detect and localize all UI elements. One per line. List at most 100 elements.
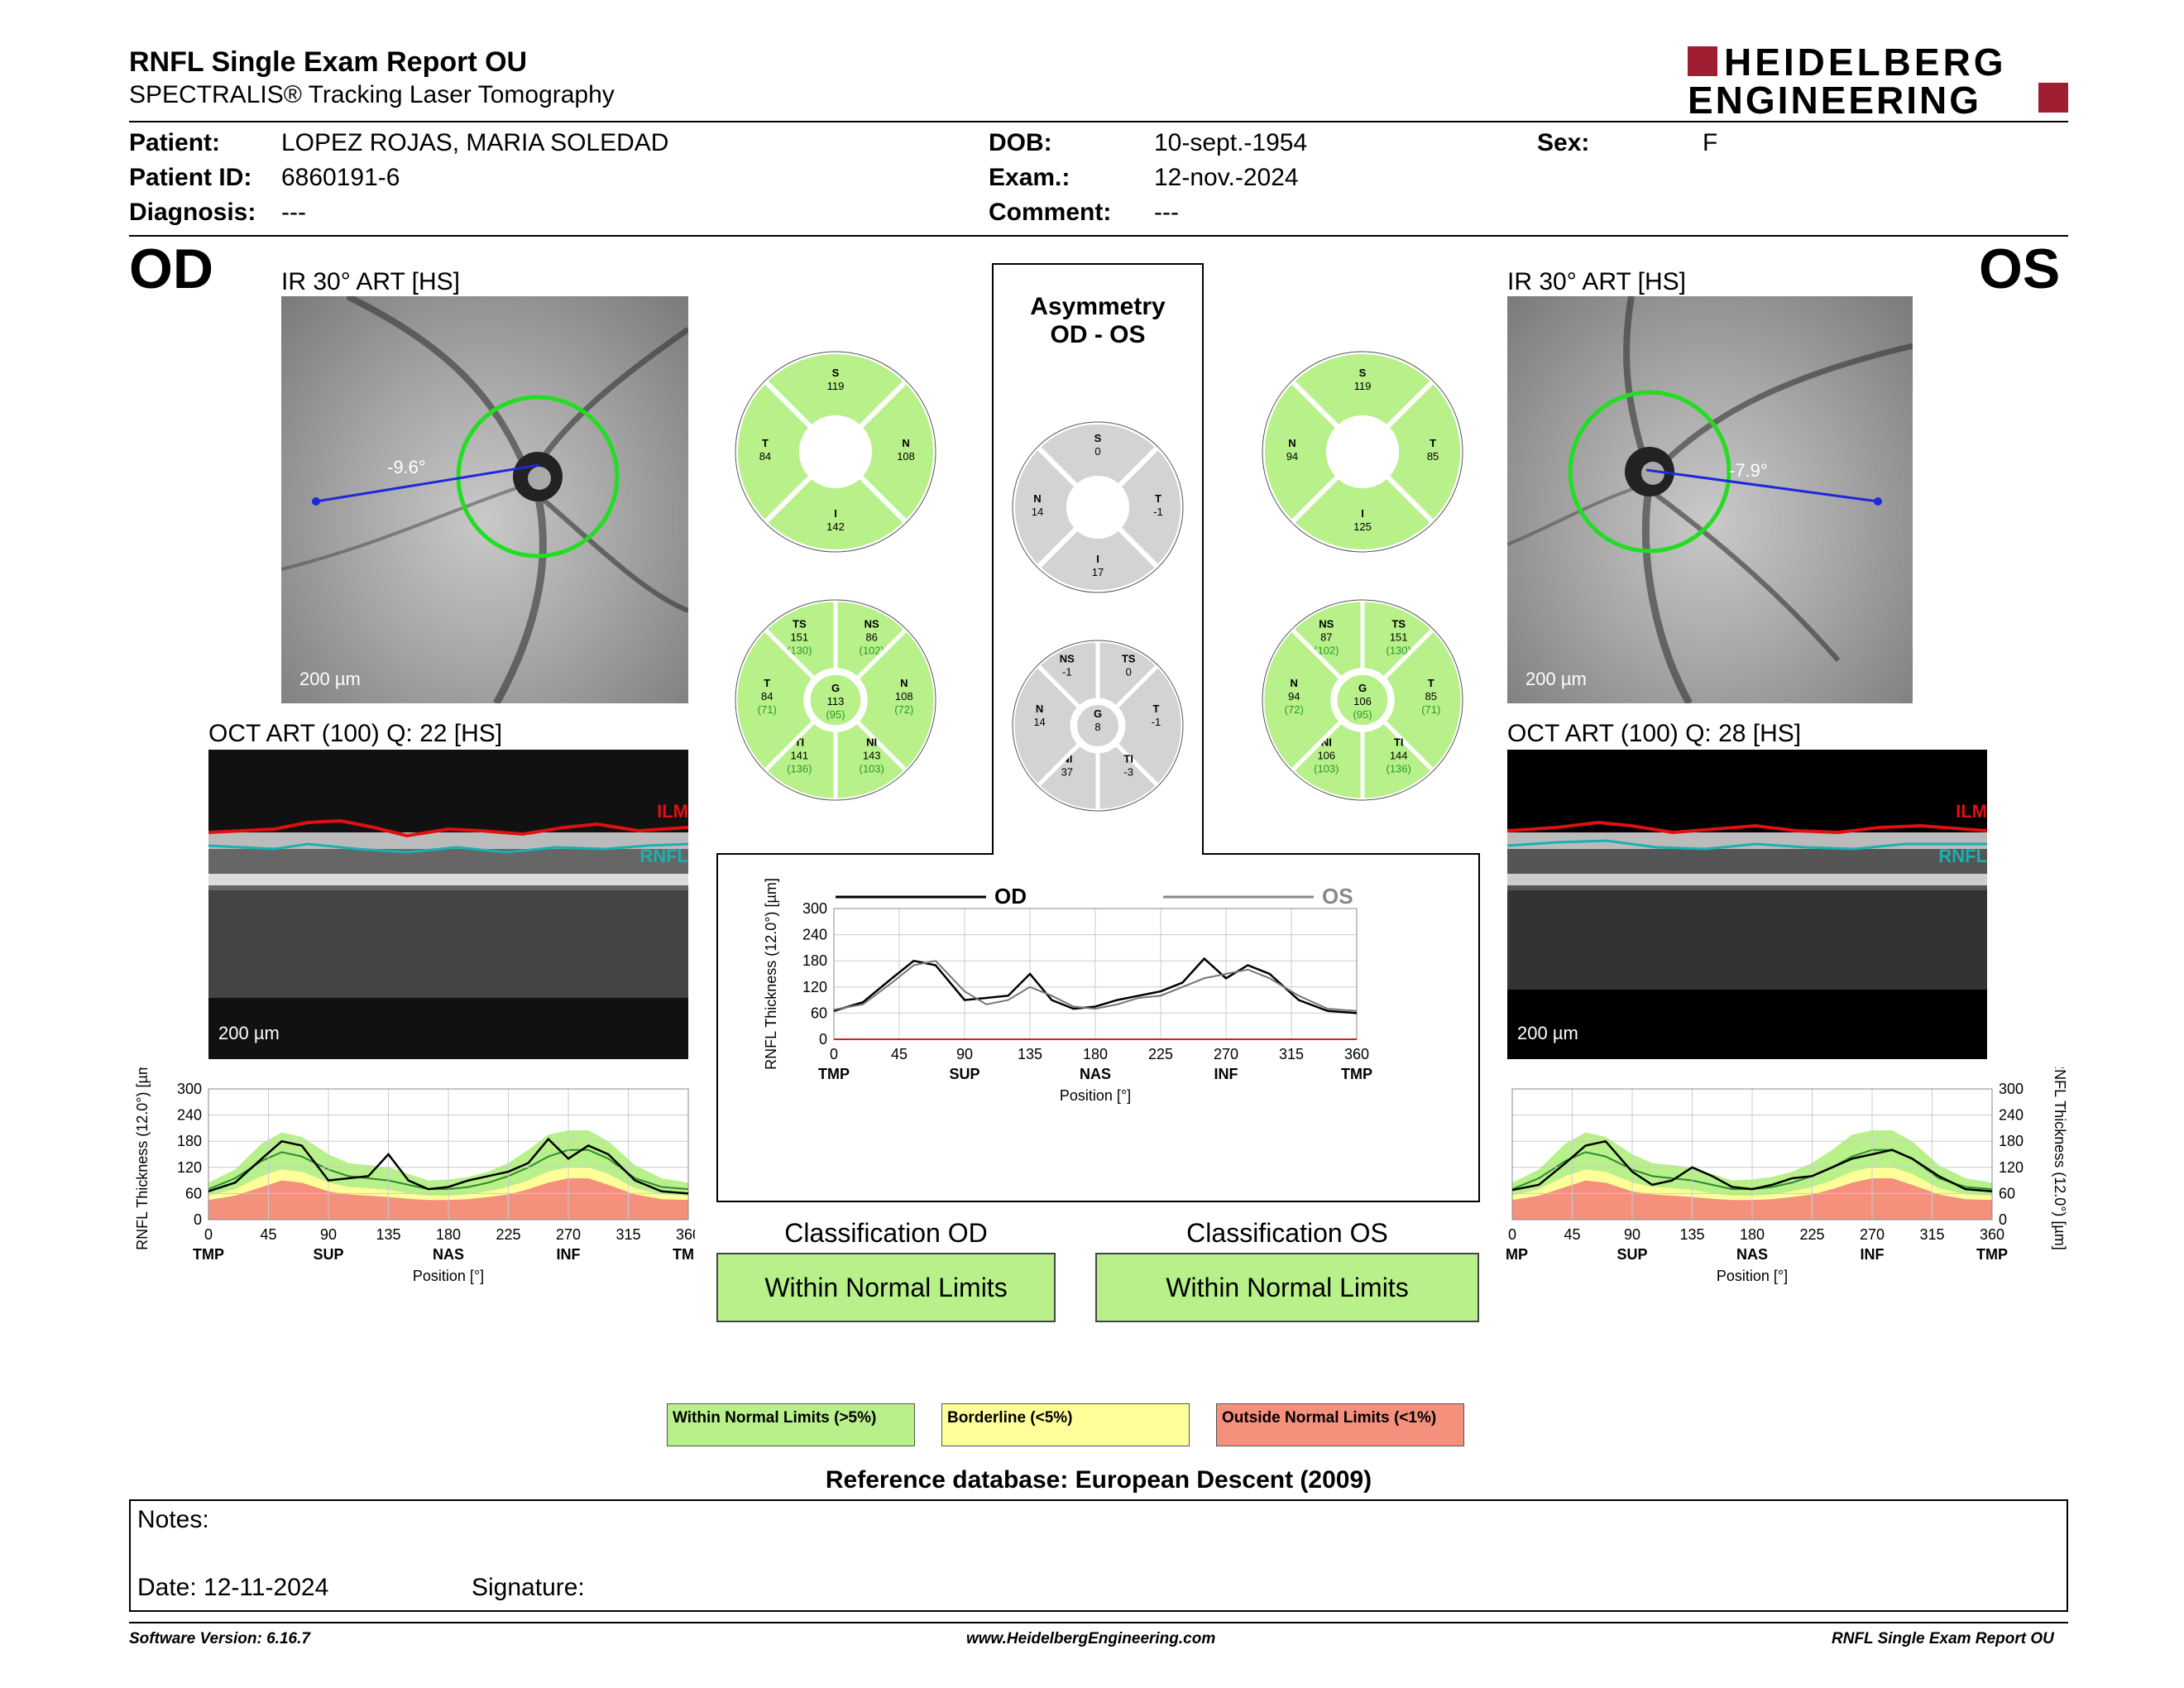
x-tick-label: 135	[1018, 1046, 1042, 1062]
sector-label-ts: TS	[1122, 652, 1136, 664]
sector-norm-n: (72)	[894, 703, 913, 716]
asymmetry-panel-frame	[716, 263, 1480, 1202]
sector-label-n: N	[900, 677, 908, 689]
sector-label-t: T	[1430, 437, 1436, 449]
heidelberg-logo: HEIDELBERG ENGINEERING	[1688, 41, 2068, 122]
notes-label: Notes:	[137, 1506, 209, 1533]
sector-label-i: I	[1361, 507, 1364, 520]
sector-value-n: 108	[895, 690, 913, 703]
sector-norm-t: (71)	[758, 703, 777, 716]
sector-g	[1334, 671, 1391, 729]
sector-label-ti: TI	[1394, 736, 1404, 748]
sector-value-s: 0	[1094, 445, 1100, 458]
od-ilm-label: ILM	[657, 801, 688, 822]
sector-norm-n: (72)	[1285, 703, 1304, 716]
region-label: TMP	[1976, 1246, 2008, 1263]
legend-wnl: Within Normal Limits (>5%)	[667, 1403, 915, 1446]
x-tick-label: 225	[1799, 1226, 1824, 1243]
region-label: TMP	[818, 1066, 850, 1082]
y-tick-label: 240	[802, 927, 827, 943]
signature-label: Signature:	[472, 1574, 585, 1601]
x-tick-label: 180	[1083, 1046, 1108, 1062]
footer-website[interactable]: www.HeidelbergEngineering.com	[966, 1630, 1216, 1647]
region-label: INF	[557, 1246, 581, 1263]
x-tick-label: 90	[956, 1046, 973, 1062]
sector-value-ni: 37	[1061, 766, 1073, 779]
series-os	[1511, 1139, 1993, 1193]
region-label: SUP	[1616, 1246, 1647, 1263]
od-rnfl-label: RNFL	[639, 846, 688, 866]
x-tick-label: 45	[1564, 1226, 1580, 1243]
od-thickness-chart: 0 45 90 135 180 225 270 315 360 0 60 120 180 240 300 TM…	[134, 1067, 695, 1284]
y-axis-label: RNFL Thickness (12.0°) [µm]	[763, 878, 779, 1070]
sector-value-ti: -3	[1123, 766, 1133, 779]
legend-borderline: Borderline (<5%)	[941, 1403, 1190, 1446]
sector-norm-ns: (102)	[860, 645, 884, 657]
footer-software: Software Version: 6.16.7	[129, 1630, 310, 1647]
sector-norm-ts: (130)	[1387, 645, 1411, 657]
diagnosis-label: Diagnosis:	[129, 199, 256, 226]
sector-label-ti: TI	[1123, 753, 1133, 765]
os-classification-box: Within Normal Limits	[1095, 1253, 1479, 1322]
y-tick-label: 180	[1999, 1133, 2024, 1149]
patient-value: LOPEZ ROJAS, MARIA SOLEDAD	[281, 129, 669, 156]
od-eye-label: OD	[129, 237, 213, 300]
region-label: TMP	[673, 1246, 695, 1263]
sector-value-t: 85	[1427, 450, 1439, 463]
x-tick-label: 45	[891, 1046, 908, 1062]
x-tick-label: 315	[1919, 1226, 1944, 1243]
sector-value-ni: 106	[1317, 749, 1335, 761]
series-od	[833, 957, 1358, 1014]
os-ir-label: IR 30° ART [HS]	[1507, 268, 1686, 295]
x-tick-label: 270	[1860, 1226, 1885, 1243]
sector-label-g: G	[1094, 707, 1102, 720]
plot-border	[1511, 1088, 1993, 1220]
sector-value-g: 113	[827, 695, 845, 707]
od-ir-scale: 200 µm	[299, 669, 361, 689]
sector-value-i: 142	[826, 520, 845, 533]
sector-norm-g: (95)	[826, 708, 845, 721]
reference-database: Reference database: European Descent (20…	[825, 1466, 1372, 1494]
region-label: TMP	[193, 1246, 224, 1263]
region-label: TMP	[1506, 1246, 1528, 1263]
asym-sector-4: S0 T-1 I17 N14	[1010, 420, 1185, 595]
sector-label-t: T	[1155, 492, 1161, 505]
sector-norm-ni: (103)	[1314, 762, 1339, 774]
sector-label-n: N	[1033, 492, 1041, 505]
region-label: INF	[1861, 1246, 1885, 1263]
x-tick-label: 135	[1679, 1226, 1704, 1243]
sector-label-s: S	[832, 367, 840, 379]
sector-value-n: 94	[1288, 690, 1300, 703]
y-tick-label: 0	[819, 1031, 827, 1048]
od-classification-label: Classification OD	[784, 1218, 988, 1248]
sector-outline	[735, 599, 936, 801]
od-angle-label: -9.6°	[387, 457, 426, 477]
os-classification-label: Classification OS	[1186, 1218, 1388, 1248]
asymmetry-subtitle: OD - OS	[1050, 321, 1146, 348]
sector-norm-ti: (136)	[787, 762, 812, 774]
od-classification-box: Within Normal Limits	[716, 1253, 1056, 1322]
exam-value: 12-nov.-2024	[1154, 164, 1299, 191]
x-axis-label: Position [°]	[1717, 1268, 1788, 1284]
notes-box[interactable]: Notes: Date: 12-11-2024 Signature:	[129, 1499, 2068, 1612]
y-tick-label: 60	[185, 1185, 202, 1201]
x-tick-label: 270	[556, 1226, 581, 1243]
x-tick-label: 45	[260, 1226, 276, 1243]
header-divider-bottom	[129, 235, 2068, 237]
os-fundus-image: -7.9° 200 µm	[1507, 296, 1913, 703]
sector-value-ns: 87	[1320, 631, 1332, 644]
sector-value-i: 17	[1092, 566, 1104, 578]
sector-g	[1074, 702, 1122, 750]
region-label: SUP	[313, 1246, 343, 1263]
x-tick-label: 360	[1980, 1226, 2004, 1243]
logo-text-line1: HEIDELBERG	[1724, 41, 2007, 84]
sector-norm-t: (71)	[1421, 703, 1440, 716]
sector-value-s: 119	[1354, 380, 1372, 392]
x-tick-label: 90	[1624, 1226, 1640, 1243]
y-tick-label: 300	[802, 900, 827, 917]
sex-value: F	[1703, 129, 1718, 156]
report-title: RNFL Single Exam Report OU	[129, 46, 528, 78]
sex-label: Sex:	[1537, 129, 1590, 156]
sector-norm-ti: (136)	[1387, 762, 1411, 774]
